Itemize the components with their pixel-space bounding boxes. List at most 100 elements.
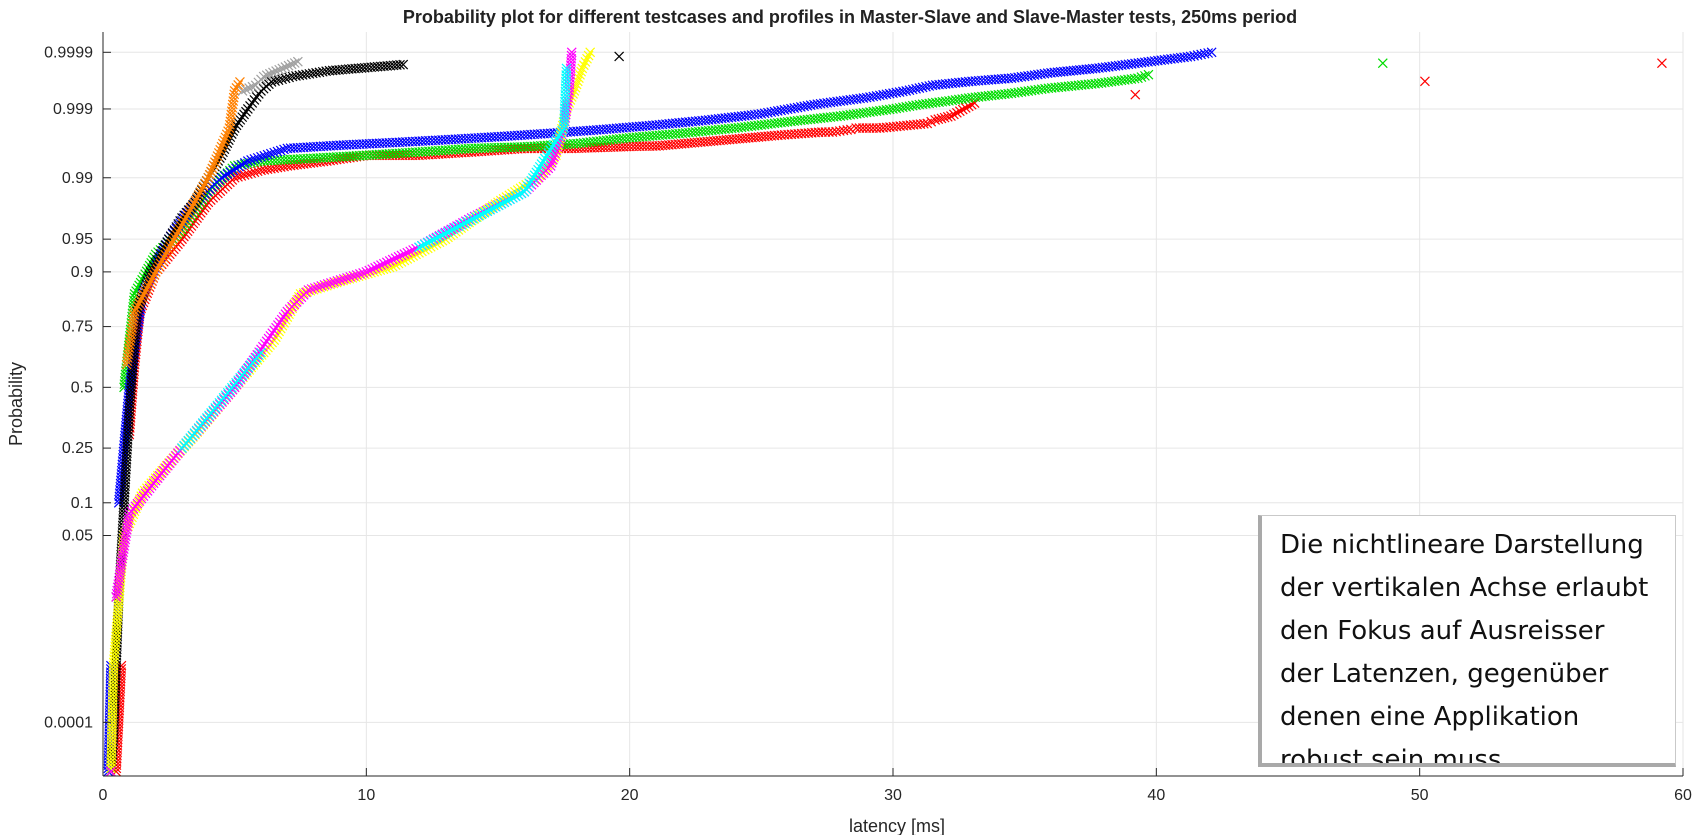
data-point xyxy=(237,159,247,170)
data-point xyxy=(373,261,383,272)
data-point xyxy=(201,175,212,186)
data-point xyxy=(204,169,215,180)
data-point xyxy=(354,268,365,279)
data-point xyxy=(395,59,405,70)
y-tick-label: 0.05 xyxy=(62,528,93,545)
data-point xyxy=(137,292,148,303)
data-point xyxy=(473,210,484,221)
data-point xyxy=(582,53,592,64)
data-point xyxy=(566,47,577,58)
y-tick-label: 0.9999 xyxy=(44,44,93,61)
data-point xyxy=(138,289,149,300)
data-point xyxy=(258,71,269,82)
data-point xyxy=(163,244,174,254)
x-axis-label: latency [ms] xyxy=(849,816,945,835)
data-point xyxy=(488,203,498,214)
data-point xyxy=(338,274,349,284)
data-point xyxy=(414,242,424,253)
data-point xyxy=(490,201,501,212)
data-point xyxy=(451,222,461,233)
data-point xyxy=(561,66,572,77)
data-point xyxy=(140,286,151,297)
data-point xyxy=(462,216,473,227)
data-point xyxy=(195,187,206,197)
data-point xyxy=(576,66,587,77)
data-point xyxy=(236,170,247,181)
data-point xyxy=(105,766,116,777)
data-point xyxy=(177,218,188,229)
y-tick-label: 0.9 xyxy=(71,264,93,281)
data-point xyxy=(942,111,953,122)
data-point xyxy=(303,285,314,295)
data-point xyxy=(283,60,294,71)
data-point xyxy=(249,167,260,178)
data-point xyxy=(402,247,413,258)
data-point xyxy=(960,102,971,113)
data-point xyxy=(213,147,224,158)
series-2 xyxy=(105,58,1388,777)
data-point xyxy=(541,150,552,161)
data-point xyxy=(192,192,203,203)
data-point xyxy=(521,184,531,194)
data-point xyxy=(246,155,257,165)
data-point xyxy=(208,160,219,171)
data-point xyxy=(242,169,253,179)
data-point xyxy=(425,236,436,247)
data-point xyxy=(526,175,537,186)
data-point xyxy=(493,200,504,211)
data-point xyxy=(223,126,234,137)
data-point xyxy=(453,221,464,232)
data-point xyxy=(816,127,827,137)
data-point xyxy=(416,240,427,251)
data-point xyxy=(419,239,430,250)
data-point xyxy=(309,283,320,293)
data-point xyxy=(552,134,562,145)
data-point xyxy=(229,85,240,96)
data-point xyxy=(233,171,243,182)
data-point xyxy=(553,131,564,142)
data-point xyxy=(166,238,177,249)
data-point xyxy=(531,167,542,178)
data-point xyxy=(203,172,214,183)
data-point xyxy=(246,168,257,179)
data-point xyxy=(933,114,944,125)
data-point xyxy=(381,257,392,268)
data-point xyxy=(252,166,263,177)
data-point xyxy=(171,229,182,240)
data-point xyxy=(939,112,950,123)
data-point xyxy=(411,243,421,254)
y-tick-label: 0.95 xyxy=(62,231,93,248)
data-point xyxy=(279,144,289,155)
data-point xyxy=(614,51,625,62)
y-axis-label: Probability xyxy=(6,362,26,446)
data-point xyxy=(147,272,158,283)
data-point xyxy=(239,157,250,168)
data-point xyxy=(234,161,244,172)
data-point xyxy=(951,107,962,118)
series-4 xyxy=(105,51,625,777)
data-point xyxy=(948,109,959,120)
data-point xyxy=(165,241,175,252)
series-9 xyxy=(237,56,303,96)
annotation-box: Die nichtlineare Darstellung der vertika… xyxy=(1258,515,1676,767)
data-point xyxy=(316,281,327,291)
data-point xyxy=(134,298,145,308)
data-point xyxy=(197,184,207,195)
data-point xyxy=(538,156,549,167)
data-point xyxy=(358,267,369,278)
data-point xyxy=(1206,47,1217,58)
data-point xyxy=(434,231,444,242)
data-point xyxy=(546,157,557,168)
data-point xyxy=(176,221,187,232)
y-tick-label: 0.0001 xyxy=(44,714,93,731)
x-tick-label: 30 xyxy=(884,787,902,804)
data-point xyxy=(264,68,275,79)
data-point xyxy=(342,273,352,283)
data-point xyxy=(228,165,239,176)
data-point xyxy=(169,232,180,243)
data-point xyxy=(206,166,216,177)
data-point xyxy=(390,253,401,264)
data-point xyxy=(930,115,941,125)
data-point xyxy=(479,207,490,218)
data-point xyxy=(575,69,585,80)
